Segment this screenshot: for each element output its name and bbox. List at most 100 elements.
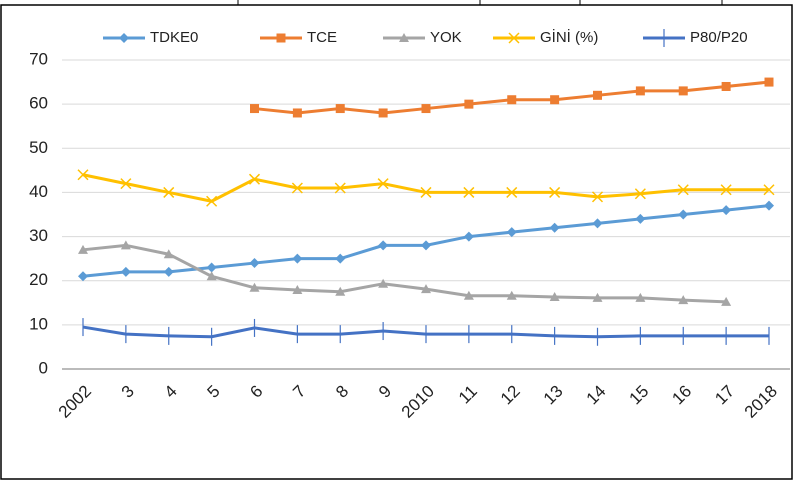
marker [250,104,259,114]
marker [550,95,560,105]
marker [335,253,346,264]
marker [249,258,260,269]
legend-item: TCE [260,29,337,46]
legend-label: TCE [307,29,337,46]
marker [335,286,346,296]
marker [420,186,432,198]
table-edge [237,0,723,5]
x-tick-label: 6 [246,382,266,402]
marker [206,271,217,281]
marker [592,292,603,302]
y-tick-label: 60 [29,94,48,113]
legend-label: YOK [430,29,462,46]
marker [120,240,131,250]
marker [635,86,645,96]
marker [506,186,518,198]
marker [463,186,475,198]
x-tick-label: 7 [289,382,309,402]
marker [764,77,774,87]
marker [249,282,260,292]
x-tick-label: 12 [497,382,524,409]
marker [463,290,474,300]
x-tick-label: 5 [203,382,223,402]
series-line [82,243,727,304]
x-tick-label: 11 [455,382,481,408]
legend-label: GİNİ (%) [540,28,598,46]
marker [506,290,517,300]
marker [276,33,286,43]
marker [163,186,175,198]
marker [399,33,409,42]
marker [721,205,732,216]
marker [292,284,303,294]
legend-item: YOK [383,29,462,46]
marker [378,108,388,118]
marker [378,240,389,251]
legend-item: TDKE0 [103,29,198,46]
marker [248,173,261,185]
marker [335,104,345,114]
x-tick-label: 8 [332,382,352,402]
x-tick-label: 15 [626,382,653,409]
marker [678,86,688,96]
marker [549,186,561,198]
marker [206,195,218,207]
marker [508,32,520,44]
marker [421,240,431,251]
x-tick-label: 3 [118,382,138,402]
marker [506,227,517,238]
marker [464,99,474,109]
x-tick-label: 4 [161,382,181,402]
marker [635,292,646,302]
marker [421,104,431,114]
marker [291,182,303,194]
frame [0,4,793,480]
marker [635,213,646,224]
x-tick-label: 13 [540,382,567,409]
marker [634,188,646,200]
marker [292,108,302,118]
legend-label: TDKE0 [150,29,198,46]
marker [763,184,775,196]
series-line [82,173,769,203]
marker [677,184,689,196]
marker [592,218,603,229]
marker [163,266,174,277]
marker [678,209,689,220]
marker [421,284,431,294]
marker [678,295,689,305]
marker [206,262,217,273]
legend-item: GİNİ (%) [493,28,598,46]
marker [463,231,474,242]
x-tick-label: 2002 [55,382,95,422]
marker [377,178,389,190]
legend-label: P80/P20 [690,29,748,46]
marker [764,200,774,211]
x-tick-label: 2010 [398,382,438,422]
marker [507,95,517,105]
marker [721,296,732,306]
x-tick-label: 2018 [741,382,781,422]
x-tick-label: 14 [583,382,610,409]
marker [120,178,132,190]
y-tick-label: 20 [29,270,48,289]
marker [120,266,131,277]
marker [721,81,731,91]
marker [78,244,88,254]
marker [591,191,604,203]
marker [549,222,560,233]
marker [77,169,89,181]
legend-item: P80/P20 [643,29,748,47]
x-tick-label: 16 [668,382,695,409]
y-tick-label: 0 [39,358,48,377]
x-tick-label: 9 [375,382,395,402]
y-tick-label: 40 [29,182,48,201]
marker [163,249,174,259]
x-tick-label: 17 [711,382,738,409]
y-tick-label: 30 [29,226,48,245]
marker [593,90,602,100]
marker [292,253,303,264]
marker [549,292,560,302]
marker [378,278,389,288]
y-tick-label: 10 [29,314,48,333]
